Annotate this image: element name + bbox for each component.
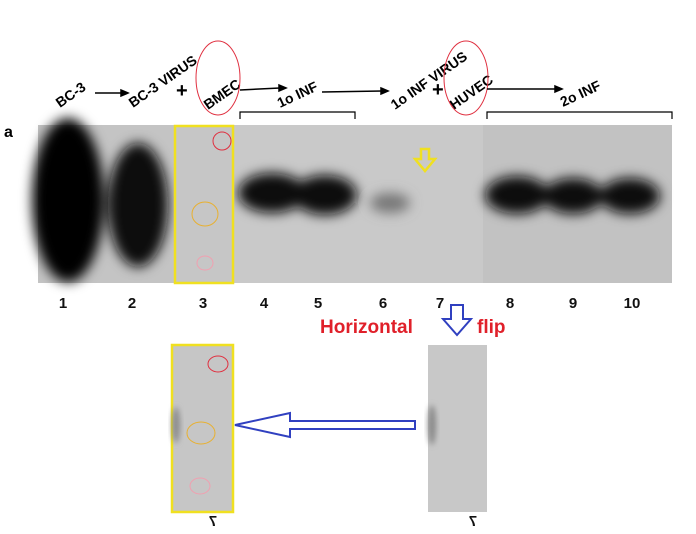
lane-number: 4 xyxy=(260,295,269,312)
annotation: Horizontal xyxy=(320,317,413,338)
red-circle xyxy=(195,40,241,116)
lane-number: 9 xyxy=(569,295,577,312)
lane-number: 6 xyxy=(379,295,387,312)
highlight-box xyxy=(173,124,235,285)
blue-arrow xyxy=(440,304,474,337)
lane-numbers: 1 2 3 4 5 6 7 8 9 10 xyxy=(59,295,641,312)
circle xyxy=(207,355,229,373)
annotation: flip xyxy=(477,317,506,338)
panel-label: a xyxy=(4,124,13,141)
lane-number: 10 xyxy=(624,295,641,312)
smear xyxy=(172,407,180,443)
lane-3-crop xyxy=(170,343,235,514)
arrows xyxy=(95,83,564,98)
yellow-arrow xyxy=(412,147,438,173)
circle xyxy=(191,201,219,227)
lane-number: 2 xyxy=(128,295,136,312)
top-labels: BC-3 BC-3 VIRUS + BMEC 1o INF 1o INF VIR… xyxy=(53,48,604,112)
label: 2o INF xyxy=(558,77,604,110)
label: + xyxy=(176,80,188,102)
label: 1o INF xyxy=(275,78,321,111)
lane-number: 8 xyxy=(506,295,514,312)
circle xyxy=(186,421,216,445)
label: + xyxy=(432,79,444,101)
label: BC-3 VIRUS xyxy=(126,52,200,111)
bands xyxy=(32,118,660,282)
label: BMEC xyxy=(201,76,244,113)
big-arrow xyxy=(234,411,416,439)
smear xyxy=(428,405,436,445)
lane-number: 1 xyxy=(59,295,67,312)
lane-number: 7 xyxy=(436,295,444,312)
circle xyxy=(189,477,211,495)
red-circle xyxy=(443,40,489,116)
flipped-label: 7 xyxy=(469,513,477,530)
brackets xyxy=(239,111,673,119)
lane-number: 3 xyxy=(199,295,207,312)
lane-number: 5 xyxy=(314,295,322,312)
flipped-label: 7 xyxy=(209,513,217,530)
label: BC-3 xyxy=(53,78,89,110)
circle xyxy=(212,131,232,151)
flipped-strip xyxy=(428,345,487,512)
circle xyxy=(196,255,214,271)
